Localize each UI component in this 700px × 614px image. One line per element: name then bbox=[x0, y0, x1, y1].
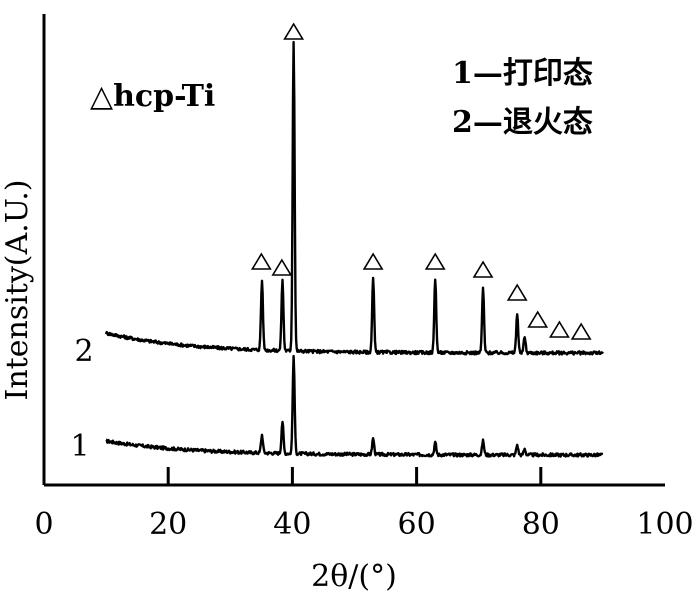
phase-marker-triangle bbox=[424, 252, 446, 270]
phase-marker-triangle bbox=[472, 260, 494, 278]
phase-marker-triangle bbox=[362, 252, 384, 270]
x-tick-label: 0 bbox=[34, 507, 53, 542]
x-axis-ticks: 0 20 40 60 80 100 bbox=[34, 467, 694, 542]
y-axis-title: Intensity(A.U.) bbox=[0, 180, 35, 401]
phase-marker-triangle bbox=[506, 283, 528, 301]
x-tick-label: 80 bbox=[522, 507, 560, 542]
phase-marker-triangle bbox=[283, 22, 305, 40]
x-tick-label: 100 bbox=[636, 507, 693, 542]
phase-marker-triangle bbox=[549, 320, 570, 338]
phase-markers bbox=[250, 22, 592, 340]
series-2-trace bbox=[104, 40, 604, 356]
legend-phase-label: △hcp-Ti bbox=[90, 79, 215, 114]
series-1-trace bbox=[105, 354, 604, 458]
series-2-label: 2 bbox=[74, 334, 93, 369]
phase-marker-triangle bbox=[570, 322, 592, 340]
series-1-label: 1 bbox=[70, 429, 89, 464]
phase-marker-triangle bbox=[527, 310, 549, 328]
legend-entry-2: 2—退火态 bbox=[452, 105, 593, 140]
phase-marker-triangle bbox=[250, 252, 272, 270]
x-tick-label: 60 bbox=[398, 507, 436, 542]
x-tick-label: 40 bbox=[273, 507, 311, 542]
x-axis-title: 2θ/(°) bbox=[311, 559, 397, 594]
phase-marker-triangle bbox=[271, 258, 293, 276]
x-tick-label: 20 bbox=[149, 507, 187, 542]
legend-entry-1: 1—打印态 bbox=[452, 56, 593, 91]
